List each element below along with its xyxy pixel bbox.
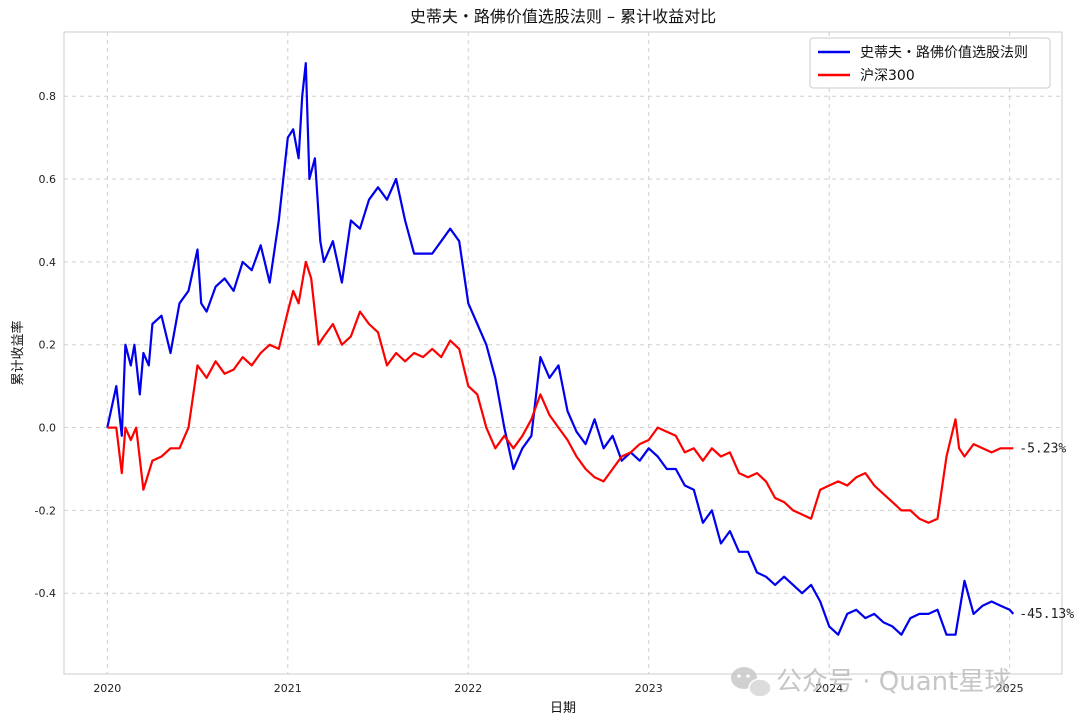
- legend-label-strategy: 史蒂夫・路佛价值选股法则: [860, 45, 1028, 61]
- x-tick-label: 2025: [996, 682, 1024, 695]
- end-label-hs300: -5.23%: [1019, 441, 1066, 456]
- wechat-icon: [731, 667, 772, 698]
- y-axis-label: 累计收益率: [10, 320, 26, 385]
- y-tick-label: -0.4: [35, 587, 56, 600]
- plot-area: [63, 31, 1063, 675]
- x-tick-label: 2021: [274, 682, 302, 695]
- x-tick-label: 2024: [815, 682, 843, 695]
- strategy-line: [106, 61, 1015, 636]
- x-axis-label: 日期: [550, 701, 576, 716]
- y-tick-label: 0.0: [39, 422, 57, 435]
- legend: 史蒂夫・路佛价值选股法则 沪深300: [809, 37, 1051, 89]
- watermark-text: 公众号 · Quant星球: [776, 667, 1010, 697]
- y-tick-label: 0.8: [39, 90, 57, 103]
- watermark: 公众号 · Quant星球: [731, 667, 1010, 698]
- legend-box: [809, 37, 1051, 89]
- x-tick-label: 2020: [93, 682, 121, 695]
- y-tick-label: -0.2: [35, 504, 56, 517]
- x-tick-label: 2022: [454, 682, 482, 695]
- y-tick-label: 0.2: [39, 339, 57, 352]
- legend-label-hs300: 沪深300: [860, 68, 915, 84]
- y-tick-label: 0.6: [39, 173, 57, 186]
- axis-ticks: 2020 2021 2022 2023 2024 2025 -0.4 -0.2 0.0 0.2 0.…: [35, 90, 1024, 695]
- grid-lines: [64, 32, 1062, 674]
- series-lines: [106, 61, 1015, 636]
- x-tick-label: 2023: [635, 682, 663, 695]
- chart-title: 史蒂夫・路佛价值选股法则 – 累计收益对比: [410, 7, 716, 26]
- y-tick-label: 0.4: [39, 256, 57, 269]
- end-label-strategy: -45.13%: [1019, 607, 1074, 622]
- hs300-line: [107, 260, 1014, 524]
